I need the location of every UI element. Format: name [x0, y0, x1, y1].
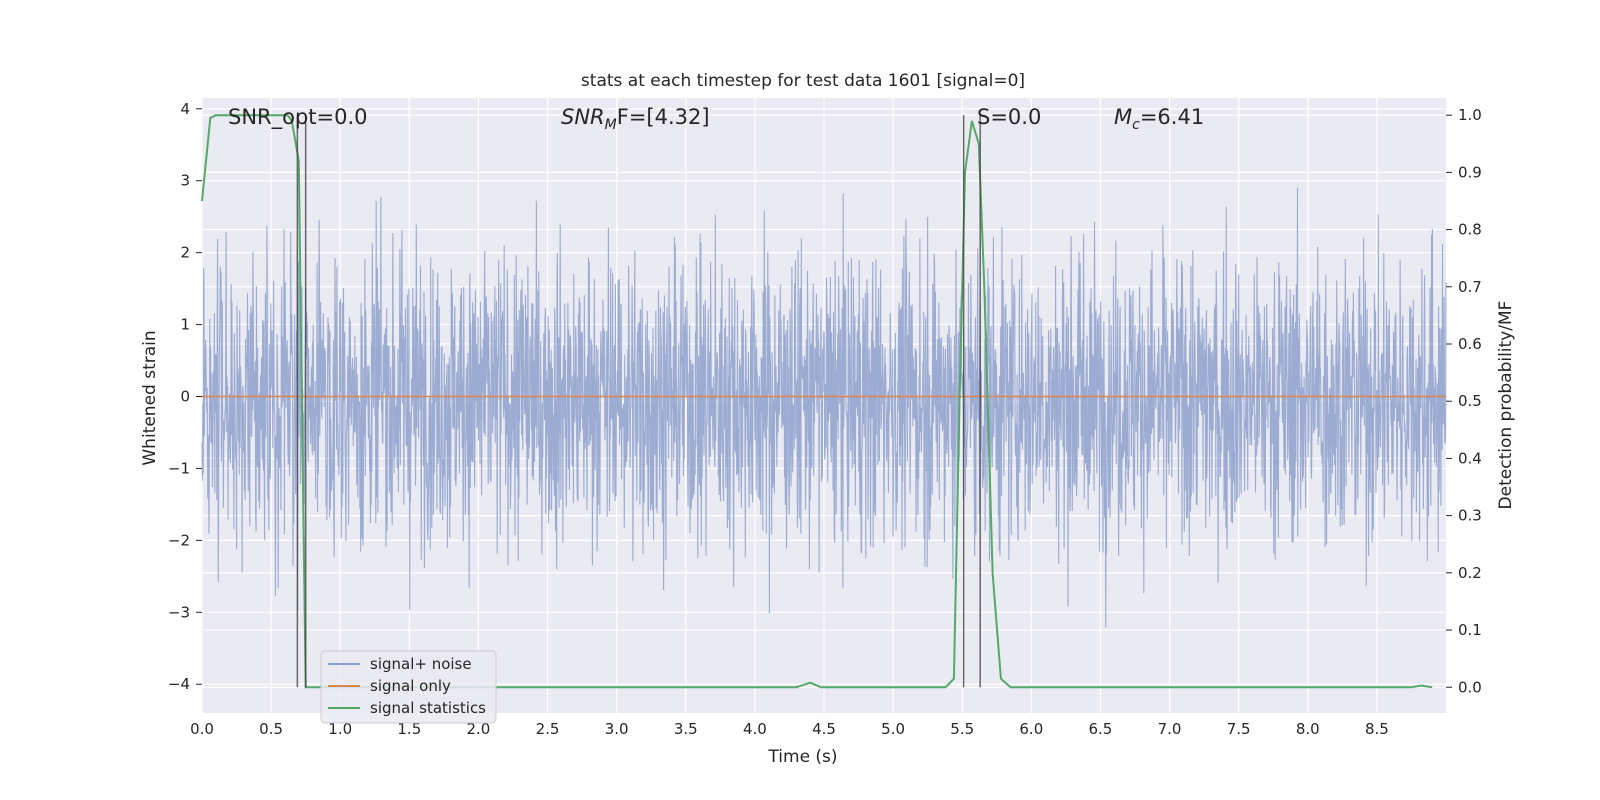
x-tick-label: 6.0	[1019, 720, 1043, 738]
right-y-axis-label: Detection probability/MF	[1496, 301, 1516, 510]
left-tick-label: 3	[180, 172, 190, 190]
x-tick-label: 6.5	[1089, 720, 1113, 738]
right-tick-label: 0.4	[1458, 449, 1482, 467]
x-tick-labels: 0.0 0.5 1.0 1.5 2.0 2.5 3.0 3.5 4.0 4.5 5.0 5.5 6.0 6…	[190, 720, 1389, 738]
mc-sub: c	[1132, 117, 1140, 133]
x-tick-label: 4.5	[812, 720, 836, 738]
line-series	[201, 114, 1446, 689]
x-tick-label: 0.0	[190, 720, 214, 738]
x-tick-label: 8.0	[1296, 720, 1320, 738]
signal-statistics-line	[201, 114, 1433, 689]
x-tick-label: 4.0	[743, 720, 767, 738]
legend-label-signal-only: signal only	[370, 677, 451, 695]
vertical-markers	[296, 115, 981, 688]
right-tick-label: 0.8	[1458, 221, 1482, 239]
right-tick-label: 0.9	[1458, 163, 1482, 181]
legend-box	[320, 650, 497, 724]
right-tick-label: 0.3	[1458, 507, 1482, 525]
x-tick-label: 2.0	[467, 720, 491, 738]
right-tick-label: 1.0	[1458, 106, 1482, 124]
right-tick-label: 0.1	[1458, 621, 1482, 639]
annotation-snr-opt: SNR_opt=0.0	[228, 105, 368, 130]
left-y-axis-label: Whitened strain	[140, 330, 160, 465]
chart-title: stats at each timestep for test data 160…	[581, 71, 1025, 91]
x-tick-label: 2.5	[536, 720, 560, 738]
x-tick-label: 3.5	[674, 720, 698, 738]
annotation-mc: Mc=6.41	[1114, 105, 1204, 133]
signal-noise-series	[201, 187, 1447, 628]
right-tick-label: 0.6	[1458, 335, 1482, 353]
legend-label-signal-statistics: signal statistics	[370, 699, 486, 717]
x-axis-label: Time (s)	[767, 747, 837, 767]
x-tick-label: 5.0	[881, 720, 905, 738]
snr-mf-tail: F=[4.32]	[617, 105, 710, 129]
left-tick-labels: −4 −3 −2 −1 0 1 2 3 4	[168, 100, 202, 693]
left-tick-label: 2	[180, 244, 190, 262]
right-tick-label: 0.0	[1458, 678, 1482, 696]
mc-tail: =6.41	[1140, 105, 1204, 129]
left-tick-label: −2	[168, 531, 190, 549]
left-tick-label: 1	[180, 316, 190, 334]
snr-mf-sub: M	[605, 117, 617, 133]
legend: signal+ noise signal only signal statist…	[320, 650, 497, 724]
left-tick-label: −3	[168, 603, 190, 621]
x-tick-label: 5.5	[950, 720, 974, 738]
x-tick-label: 8.5	[1365, 720, 1389, 738]
left-tick-label: −4	[168, 675, 190, 693]
annotation-s: S=0.0	[977, 105, 1041, 129]
x-tick-label: 7.5	[1227, 720, 1251, 738]
left-tick-label: 4	[180, 100, 190, 118]
snr-mf-base: SNR	[561, 105, 605, 129]
left-tick-label: −1	[168, 459, 190, 477]
right-tick-label: 0.7	[1458, 278, 1482, 296]
mc-base: M	[1114, 105, 1132, 129]
x-tick-label: 3.0	[605, 720, 629, 738]
x-tick-label: 1.5	[397, 720, 421, 738]
x-tick-label: 7.0	[1158, 720, 1182, 738]
left-tick-label: 0	[180, 388, 190, 406]
right-tick-label: 0.2	[1458, 564, 1482, 582]
signal-noise-line	[201, 187, 1447, 628]
x-tick-label: 1.0	[328, 720, 352, 738]
annotation-snr-mf: SNRMF=[4.32]	[561, 105, 710, 133]
right-tick-labels: 0.0 0.1 0.2 0.3 0.4 0.5 0.6 0.7 0.8 0.9 1.0	[1446, 106, 1482, 696]
legend-label-signal-noise: signal+ noise	[370, 655, 472, 673]
right-tick-label: 0.5	[1458, 392, 1482, 410]
x-tick-label: 0.5	[259, 720, 283, 738]
